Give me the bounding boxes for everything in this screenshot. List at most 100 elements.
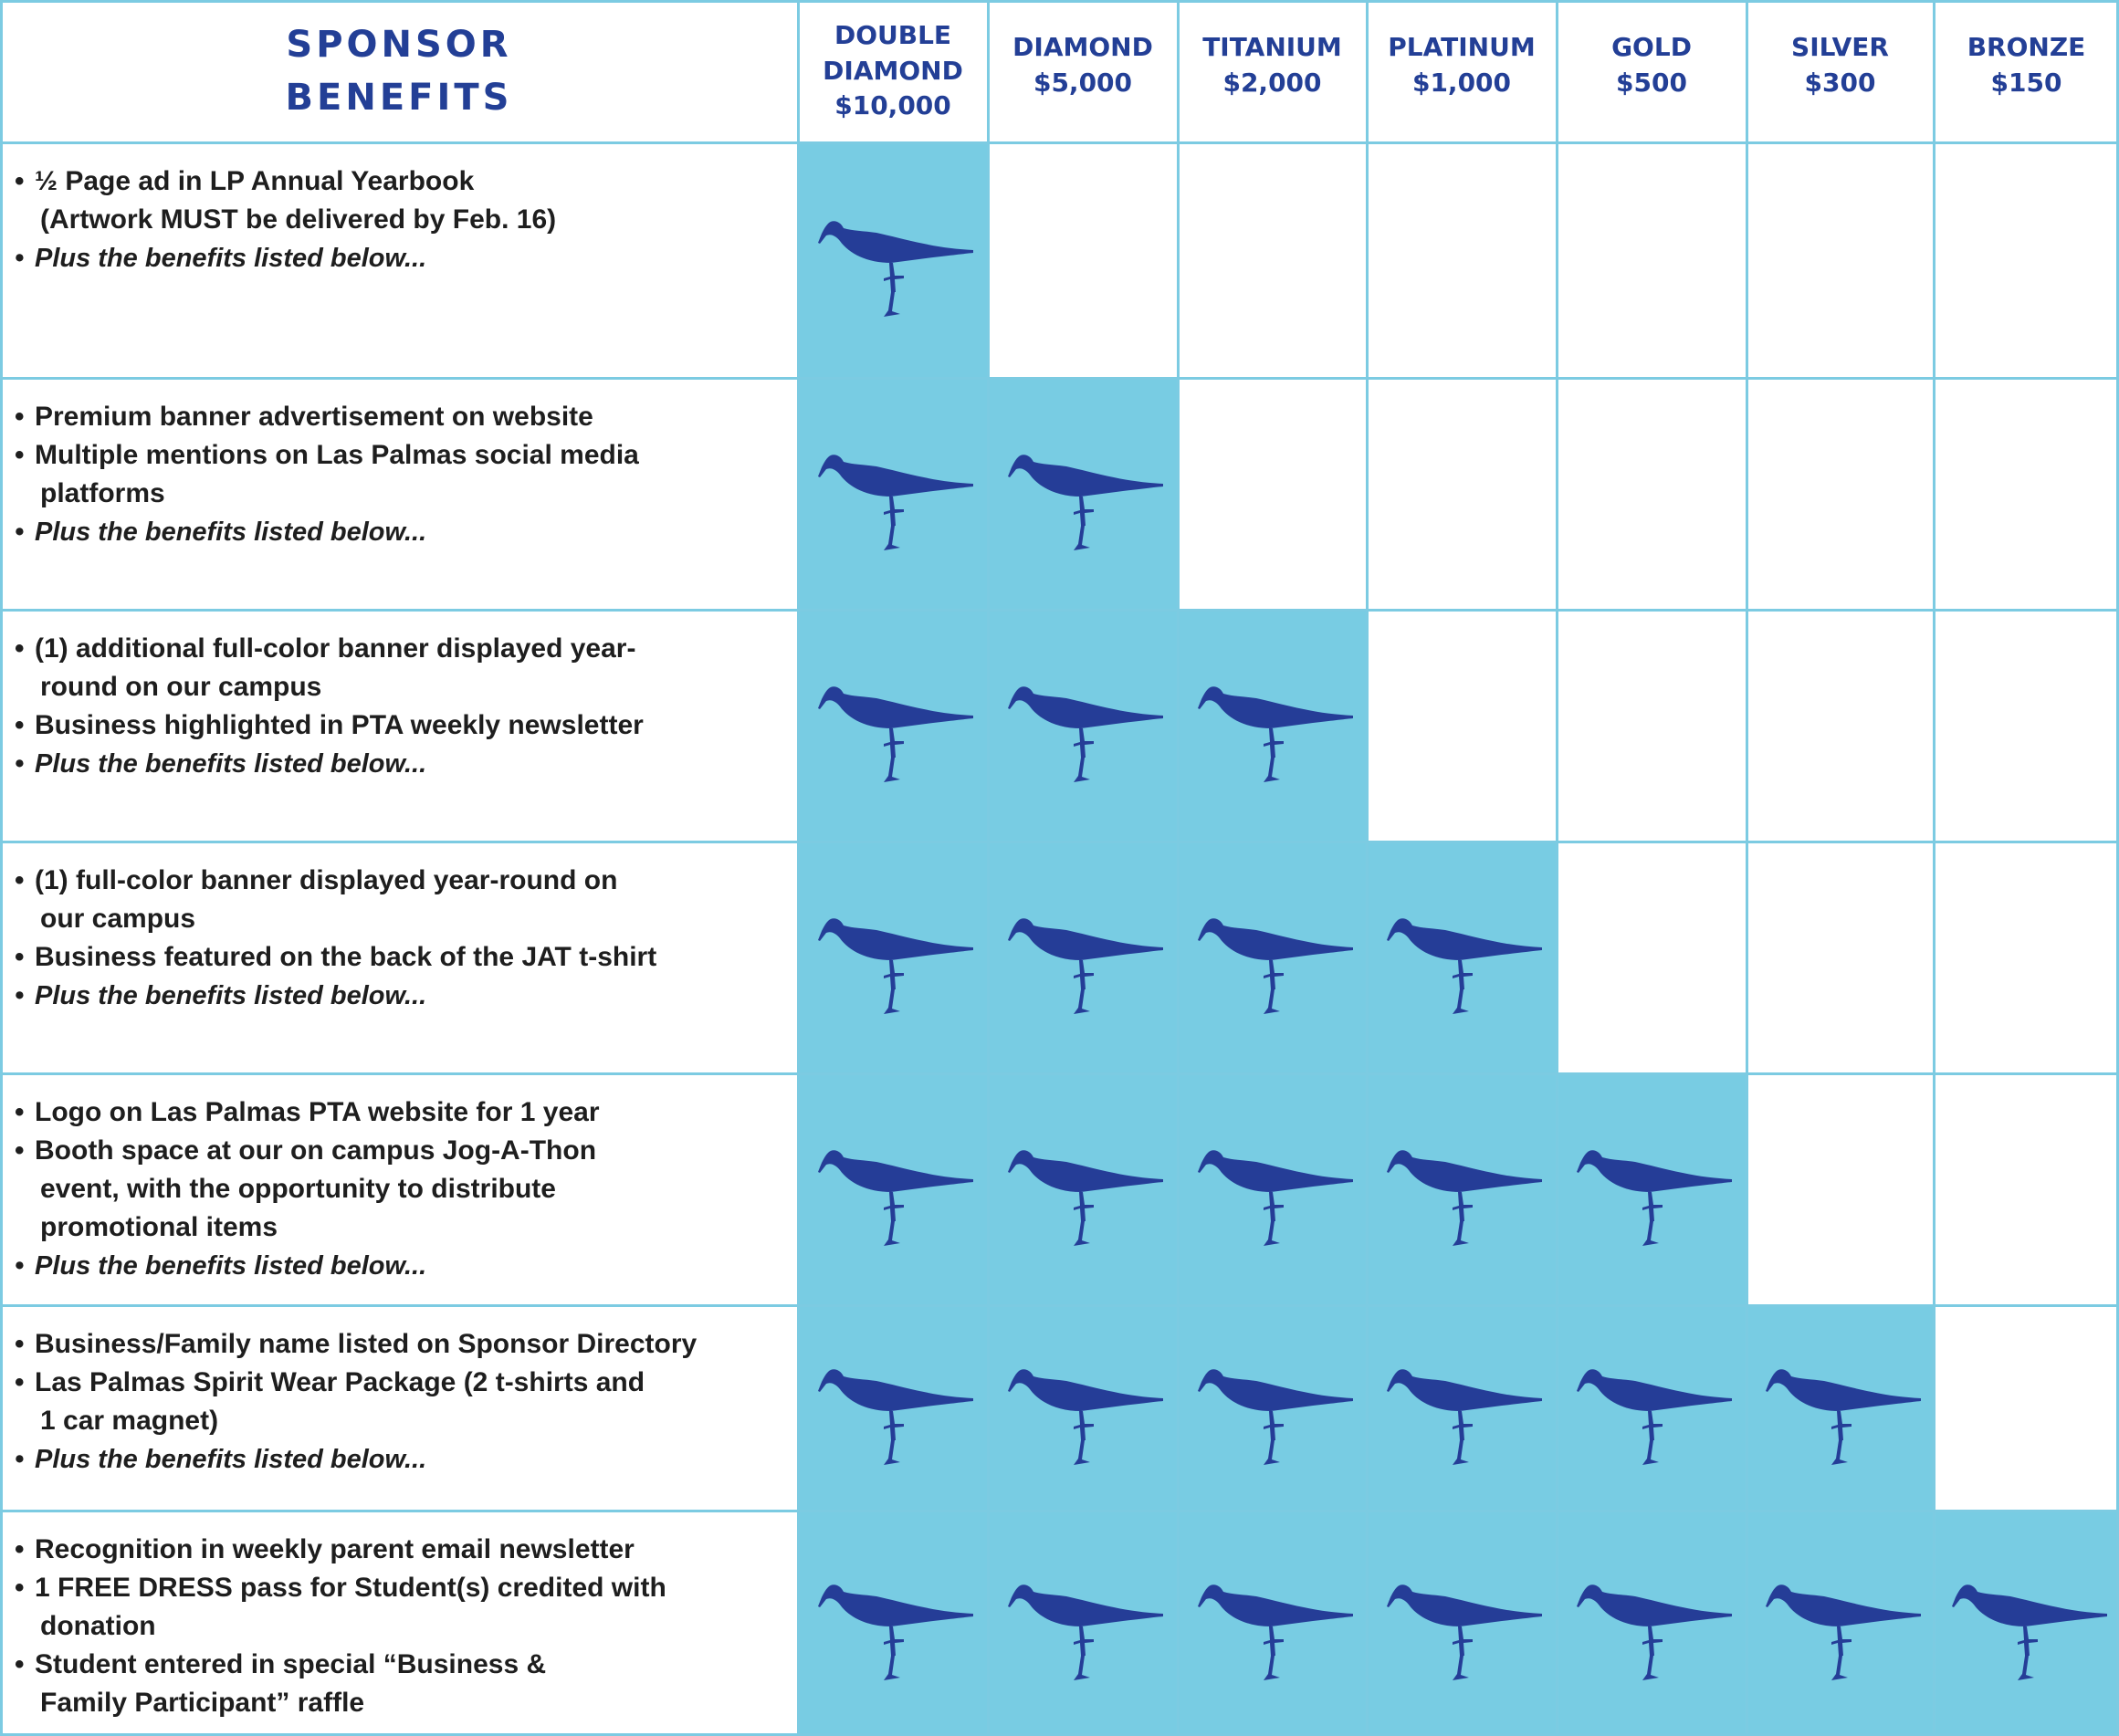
tier-included-cell bbox=[798, 842, 988, 1073]
tier-included-cell bbox=[1367, 1511, 1557, 1736]
grid-line-horizontal bbox=[0, 377, 2119, 380]
benefit-line: Plus the benefits listed below... bbox=[15, 239, 798, 277]
table-title-line: BENEFITS bbox=[285, 77, 513, 119]
tier-header: SILVER $300 bbox=[1747, 0, 1934, 142]
benefit-line: 1 FREE DRESS pass for Student(s) credite… bbox=[15, 1569, 798, 1607]
tier-empty-cell bbox=[1557, 142, 1747, 378]
tier-included-cell bbox=[1747, 1511, 1934, 1736]
tier-included-cell bbox=[1557, 1511, 1747, 1736]
tier-price: $500 bbox=[1616, 68, 1687, 98]
tier-included-cell bbox=[1367, 1305, 1557, 1511]
tier-included-cell bbox=[988, 1511, 1178, 1736]
grid-line-vertical bbox=[0, 0, 3, 1736]
tier-empty-cell bbox=[1747, 142, 1934, 378]
sandpiper-bird-icon bbox=[1197, 1584, 1353, 1680]
tier-header: GOLD $500 bbox=[1557, 0, 1747, 142]
benefit-description: (1) full-color banner displayed year-rou… bbox=[0, 842, 798, 1073]
benefit-description: Premium banner advertisement on websiteM… bbox=[0, 378, 798, 610]
sandpiper-bird-icon bbox=[1577, 1368, 1732, 1465]
sandpiper-bird-icon bbox=[1387, 1584, 1542, 1680]
grid-line-vertical bbox=[1366, 0, 1369, 1736]
tier-header: PLATINUM $1,000 bbox=[1367, 0, 1557, 142]
sandpiper-bird-icon bbox=[1197, 918, 1353, 1014]
sandpiper-bird-icon bbox=[818, 918, 973, 1014]
benefit-line: ½ Page ad in LP Annual Yearbook bbox=[15, 162, 798, 201]
tier-empty-cell bbox=[1747, 1073, 1934, 1305]
tier-included-cell bbox=[798, 1305, 988, 1511]
grid-line-vertical bbox=[1556, 0, 1558, 1736]
benefit-description: Recognition in weekly parent email newsl… bbox=[0, 1511, 798, 1736]
tier-included-cell bbox=[798, 142, 988, 378]
table-title-line: SPONSOR bbox=[286, 24, 512, 66]
benefit-line: Plus the benefits listed below... bbox=[15, 513, 798, 551]
tier-empty-cell bbox=[1934, 1305, 2119, 1511]
sandpiper-bird-icon bbox=[1008, 686, 1163, 782]
sandpiper-bird-icon bbox=[818, 221, 973, 317]
tier-empty-cell bbox=[1934, 842, 2119, 1073]
sandpiper-bird-icon bbox=[818, 1584, 973, 1680]
tier-included-cell bbox=[1178, 610, 1367, 842]
grid-line-vertical bbox=[1746, 0, 1748, 1736]
benefit-description: ½ Page ad in LP Annual Yearbook(Artwork … bbox=[0, 142, 798, 378]
tier-empty-cell bbox=[1557, 842, 1747, 1073]
benefit-line: Multiple mentions on Las Palmas social m… bbox=[15, 436, 798, 475]
sandpiper-bird-icon bbox=[1577, 1150, 1732, 1246]
benefit-description: Business/Family name listed on Sponsor D… bbox=[0, 1305, 798, 1511]
grid-line-vertical bbox=[1933, 0, 1935, 1736]
benefit-line: Premium banner advertisement on website bbox=[15, 398, 798, 436]
tier-price: $300 bbox=[1804, 68, 1876, 98]
sandpiper-bird-icon bbox=[818, 1150, 973, 1246]
sandpiper-bird-icon bbox=[1387, 1368, 1542, 1465]
benefit-line: (1) additional full-color banner display… bbox=[15, 630, 798, 668]
tier-included-cell bbox=[1178, 1305, 1367, 1511]
sandpiper-bird-icon bbox=[1008, 455, 1163, 550]
sandpiper-bird-icon bbox=[1197, 1368, 1353, 1465]
tier-price: $150 bbox=[1990, 68, 2062, 98]
tier-empty-cell bbox=[988, 142, 1178, 378]
sandpiper-bird-icon bbox=[1197, 686, 1353, 782]
tier-included-cell bbox=[988, 378, 1178, 610]
benefit-line: donation bbox=[40, 1611, 156, 1641]
tier-included-cell bbox=[988, 842, 1178, 1073]
tier-name: DIAMOND bbox=[1012, 32, 1153, 63]
tier-empty-cell bbox=[1367, 378, 1557, 610]
sandpiper-bird-icon bbox=[818, 1368, 973, 1465]
benefit-line: Business/Family name listed on Sponsor D… bbox=[15, 1325, 798, 1364]
benefit-line: Business featured on the back of the JAT… bbox=[15, 938, 798, 977]
tier-empty-cell bbox=[1934, 378, 2119, 610]
tier-price: $5,000 bbox=[1033, 68, 1133, 98]
tier-included-cell bbox=[798, 378, 988, 610]
grid-line-horizontal bbox=[0, 1510, 2119, 1512]
tier-included-cell bbox=[1367, 1073, 1557, 1305]
benefit-line: Student entered in special “Business & bbox=[15, 1646, 798, 1684]
tier-price: $10,000 bbox=[834, 90, 951, 121]
benefit-line: Plus the benefits listed below... bbox=[15, 1247, 798, 1285]
tier-empty-cell bbox=[1178, 142, 1367, 378]
tier-empty-cell bbox=[1934, 142, 2119, 378]
grid-line-horizontal bbox=[0, 1733, 2119, 1736]
grid-line-vertical bbox=[987, 0, 990, 1736]
tier-included-cell bbox=[798, 1073, 988, 1305]
tier-included-cell bbox=[988, 1073, 1178, 1305]
sandpiper-bird-icon bbox=[1577, 1584, 1732, 1680]
tier-price: $2,000 bbox=[1222, 68, 1322, 98]
tier-included-cell bbox=[1178, 1511, 1367, 1736]
tier-included-cell bbox=[1178, 842, 1367, 1073]
tier-included-cell bbox=[1747, 1305, 1934, 1511]
benefit-line: event, with the opportunity to distribut… bbox=[40, 1174, 556, 1204]
tier-empty-cell bbox=[1747, 842, 1934, 1073]
sandpiper-bird-icon bbox=[1765, 1368, 1921, 1465]
sandpiper-bird-icon bbox=[818, 455, 973, 550]
sandpiper-bird-icon bbox=[1951, 1584, 2107, 1680]
tier-name: TITANIUM bbox=[1202, 32, 1342, 63]
sandpiper-bird-icon bbox=[1008, 918, 1163, 1014]
tier-included-cell bbox=[1557, 1305, 1747, 1511]
tier-empty-cell bbox=[1557, 378, 1747, 610]
benefit-line: Business highlighted in PTA weekly newsl… bbox=[15, 706, 798, 745]
tier-name: DOUBLE bbox=[834, 20, 952, 51]
benefit-line: platforms bbox=[40, 478, 165, 508]
benefit-line: 1 car magnet) bbox=[40, 1406, 219, 1436]
tier-included-cell bbox=[1557, 1073, 1747, 1305]
benefit-line: round on our campus bbox=[40, 672, 322, 702]
grid-line-horizontal bbox=[0, 141, 2119, 144]
